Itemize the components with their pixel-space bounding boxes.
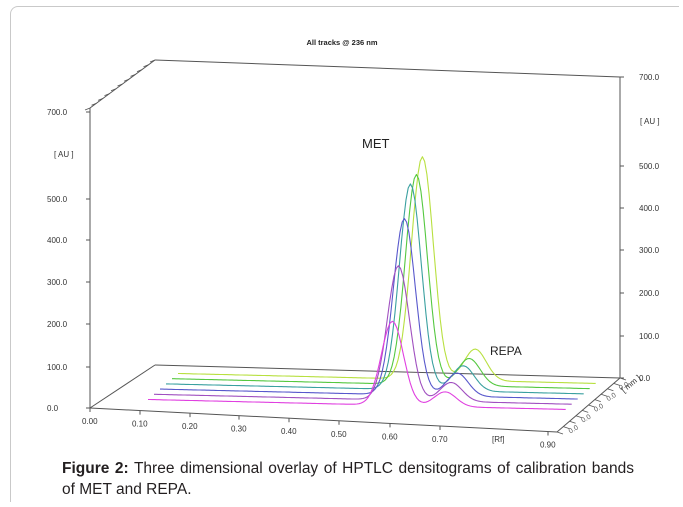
depth-tick-label: 0.0 <box>593 403 605 414</box>
right-y-tick-label: 0.0 <box>639 374 651 383</box>
right-y-tick-label: 100.0 <box>639 332 660 341</box>
depth-tick-label: 0.0 <box>568 424 580 435</box>
depth-tick-top-left <box>84 107 91 111</box>
floor-back-edge <box>154 364 621 379</box>
x-axis-label: [Rf] <box>492 435 504 444</box>
left-y-axis-label: [ AU ] <box>54 150 74 159</box>
depth-tick-bottom-right <box>613 383 620 386</box>
left-y-tick-label: 300.0 <box>47 278 68 287</box>
densitogram-curves <box>148 156 596 410</box>
depth-tick-top-left <box>91 102 97 106</box>
depth-tick-bottom-right <box>575 415 583 419</box>
right-y-tick-label: 300.0 <box>639 246 660 255</box>
annotation-repa: REPA <box>490 344 522 358</box>
depth-tick-top-left <box>149 59 156 63</box>
x-tick-label: 0.60 <box>382 432 398 441</box>
x-tick-label: 0.00 <box>82 417 98 426</box>
caption-label: Figure 2: <box>62 460 129 477</box>
depth-tick-bottom-right <box>582 410 589 413</box>
x-axis <box>89 407 558 433</box>
depth-tick-label: 0.0 <box>606 392 618 403</box>
chart-ticks: 0.0 100.0 200.0 300.0 400.0 500.0 700.0 0.0 100.… <box>47 73 660 450</box>
right-y-tick-label: 400.0 <box>639 204 660 213</box>
depth-tick-top-left <box>136 69 143 72</box>
x-tick-label: 0.90 <box>540 441 556 450</box>
left-y-tick-label: 400.0 <box>47 236 68 245</box>
depth-tick-top-left <box>143 64 149 68</box>
right-y-tick-label: 700.0 <box>639 73 660 82</box>
depth-tick-bottom-right <box>607 388 614 392</box>
figure-frame <box>10 6 679 502</box>
x-tick-label: 0.40 <box>281 427 297 436</box>
depth-axis-label: [ mm ] <box>620 373 643 394</box>
annotation-met: MET <box>362 136 390 151</box>
depth-tick-bottom-right <box>588 404 595 408</box>
depth-tick-top-left <box>117 83 123 87</box>
caption-text: Three dimensional overlay of HPTLC densi… <box>62 460 634 498</box>
depth-tick-top-left <box>130 74 136 77</box>
x-tick-label: 0.50 <box>331 430 347 439</box>
left-y-tick-label: 200.0 <box>47 320 68 329</box>
x-tick-label: 0.20 <box>182 422 198 431</box>
x-tick-label: 0.70 <box>432 435 448 444</box>
x-tick-label: 0.30 <box>231 425 247 434</box>
left-y-tick-label: 100.0 <box>47 363 68 372</box>
figure-caption: Figure 2: Three dimensional overlay of H… <box>62 458 634 500</box>
bottom-left-depth-edge <box>89 364 156 409</box>
right-y-tick-label: 500.0 <box>639 162 660 171</box>
left-y-tick-label: 500.0 <box>47 195 68 204</box>
depth-tick-top-left <box>110 88 117 92</box>
densitogram-track-4 <box>166 183 584 395</box>
densitogram-track-6 <box>178 156 596 384</box>
depth-tick-label: 0.0 <box>618 381 630 392</box>
right-y-axis-label: [ AU ] <box>640 117 660 126</box>
chart-title: All tracks @ 236 nm <box>306 38 377 47</box>
left-y-tick-label: 700.0 <box>47 108 68 117</box>
depth-tick-bottom-right <box>556 431 564 435</box>
depth-tick-bottom-right <box>600 393 608 397</box>
densitogram-track-3 <box>160 217 578 400</box>
depth-tick-bottom-right <box>594 399 601 402</box>
right-y-tick-label: 200.0 <box>639 289 660 298</box>
depth-tick-bottom-right <box>563 426 570 429</box>
x-tick-label: 0.10 <box>132 420 148 429</box>
depth-tick-top-left <box>123 78 130 82</box>
densitogram-track-1 <box>148 320 566 410</box>
depth-tick-label: 0.0 <box>580 414 592 425</box>
left-y-tick-label: 0.0 <box>47 404 59 413</box>
chart-axes: 0.00.00.00.00.0 <box>84 59 630 435</box>
depth-tick-top-left <box>104 93 110 96</box>
depth-tick-bottom-right <box>569 420 576 424</box>
depth-tick-top-left <box>97 98 104 101</box>
top-back-edge <box>154 59 621 78</box>
densitogram-track-2 <box>154 265 572 405</box>
